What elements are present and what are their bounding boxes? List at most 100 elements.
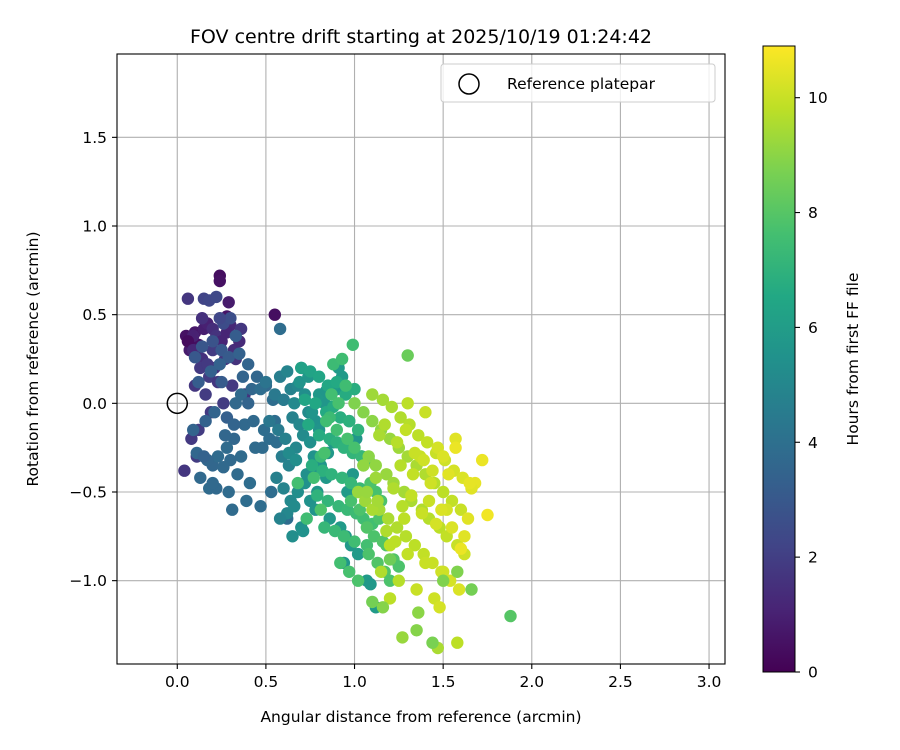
scatter-point — [231, 468, 244, 481]
scatter-point — [394, 459, 407, 472]
scatter-point — [304, 365, 317, 378]
scatter-point — [458, 530, 471, 543]
scatter-point — [234, 450, 248, 463]
scatter-point — [240, 494, 253, 508]
scatter-point — [343, 565, 356, 578]
scatter-point — [222, 351, 235, 364]
scatter-point — [286, 530, 299, 543]
scatter-point — [222, 296, 235, 309]
colorbar-gradient — [762, 45, 796, 673]
scatter-point — [330, 423, 343, 437]
scatter-point — [178, 464, 191, 477]
legend-box — [440, 63, 716, 103]
scatter-point — [351, 423, 365, 437]
scatter-point — [227, 418, 241, 431]
y-axis-label: Rotation from reference (arcmin) — [24, 231, 42, 486]
scatter-point — [426, 464, 439, 477]
scatter-point — [314, 503, 327, 516]
y-tick-label: −0.5 — [69, 483, 107, 501]
scatter-point — [476, 453, 489, 467]
scatter-point — [401, 349, 414, 362]
scatter-point — [208, 406, 221, 419]
scatter-point — [383, 592, 397, 605]
scatter-point — [454, 503, 468, 516]
scatter-point — [325, 388, 338, 401]
colorbar: 0 2 4 6 8 10 Hours from first FF file — [762, 45, 862, 682]
scatter-point — [247, 414, 260, 428]
colorbar-tick-label: 4 — [808, 434, 818, 452]
scatter-point — [442, 468, 455, 481]
scatter-point — [254, 500, 267, 513]
scatter-point — [263, 414, 276, 428]
scatter-point — [419, 406, 432, 419]
scatter-point — [351, 485, 365, 499]
scatter-point — [410, 583, 423, 596]
x-tick-label: 3.0 — [697, 673, 722, 691]
scatter-point — [213, 312, 226, 325]
scatter-point — [222, 485, 235, 499]
scatter-point — [408, 539, 421, 552]
scatter-point — [334, 556, 347, 570]
scatter-point — [343, 414, 356, 428]
scatter-point — [419, 556, 432, 570]
scatter-point — [337, 530, 351, 543]
scatter-point — [250, 370, 264, 383]
scatter-point — [289, 453, 303, 467]
scatter-point — [187, 423, 200, 437]
scatter-point — [481, 508, 494, 522]
scatter-point — [437, 485, 450, 499]
scatter-point — [399, 530, 413, 543]
scatter-point — [389, 535, 402, 548]
scatter-point — [360, 521, 374, 534]
scatter-point — [348, 441, 361, 454]
scatter-point — [307, 471, 320, 484]
scatter-point — [312, 429, 326, 442]
scatter-point — [325, 468, 338, 481]
scatter-point — [357, 459, 370, 472]
scatter-point — [249, 441, 262, 454]
scatter-point — [348, 397, 361, 410]
scatter-point — [277, 482, 290, 495]
scatter-point — [437, 574, 450, 587]
scatter-point — [218, 429, 232, 442]
scatter-point — [374, 565, 388, 578]
scatter-point — [270, 471, 283, 484]
scatter-point — [215, 375, 228, 389]
scatter-point — [454, 542, 468, 555]
scatter-point — [242, 358, 255, 371]
scatter-point — [195, 312, 209, 325]
scatter-point — [364, 578, 377, 591]
scatter-point — [398, 512, 411, 525]
scatter-point — [380, 468, 393, 481]
scatter-point — [344, 494, 358, 508]
scatter-point — [320, 414, 333, 428]
scatter-point — [437, 450, 450, 463]
scatter-point — [243, 476, 257, 490]
scatter-point — [293, 418, 306, 431]
scatter-point — [288, 397, 301, 410]
colorbar-tick-label: 2 — [808, 549, 818, 567]
x-tick-label: 2.5 — [608, 673, 633, 691]
scatter-point — [426, 636, 439, 649]
colorbar-tick-label: 0 — [808, 664, 818, 682]
scatter-point — [401, 547, 414, 561]
scatter-point — [321, 494, 335, 508]
scatter-point — [408, 446, 421, 460]
scatter-point — [309, 397, 322, 410]
colorbar-tick-label: 8 — [808, 204, 818, 222]
scatter-point — [300, 512, 313, 525]
scatter-point — [206, 335, 219, 348]
scatter-point — [217, 397, 230, 410]
y-tick-label: −1.0 — [69, 572, 107, 590]
x-tick-label: 1.0 — [342, 673, 367, 691]
scatter-point — [399, 423, 413, 437]
scatter-point — [194, 471, 207, 484]
scatter-point — [463, 476, 476, 490]
scatter-point — [226, 379, 239, 392]
scatter-point — [220, 441, 234, 454]
scatter-point — [199, 414, 212, 428]
scatter-point — [405, 489, 418, 502]
y-tick-label: 1.5 — [82, 129, 107, 147]
scatter-point — [204, 365, 218, 378]
